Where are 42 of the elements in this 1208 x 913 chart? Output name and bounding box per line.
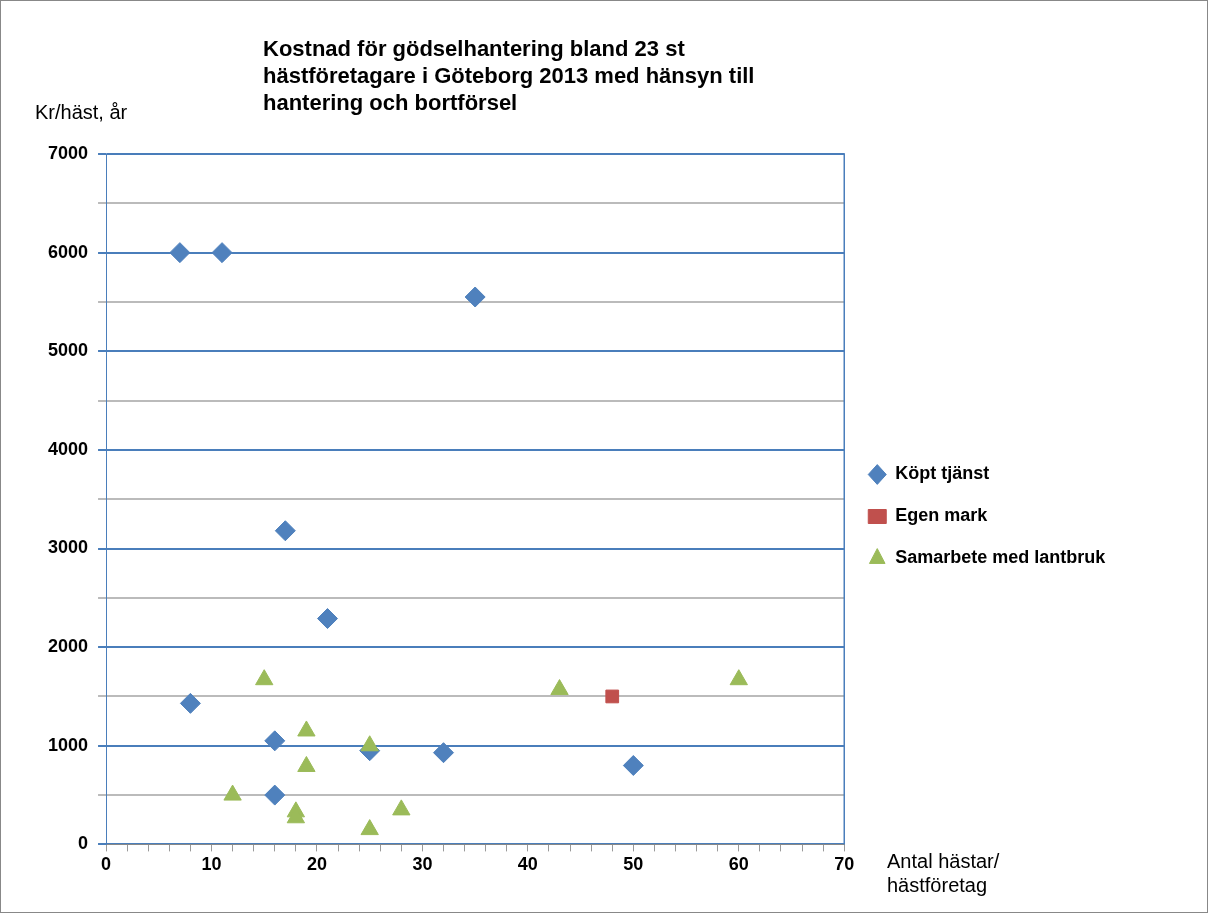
point: [622, 755, 644, 776]
point: [729, 669, 748, 686]
point: [317, 608, 339, 630]
y-tick-label: 0: [78, 833, 89, 854]
point: [211, 242, 233, 264]
point: [274, 520, 296, 542]
x-tick-label: 60: [728, 854, 749, 875]
point: [264, 730, 286, 752]
x-tick-label: 0: [101, 854, 112, 875]
point: [550, 679, 569, 696]
x-axis-title: Antal hästar/ hästföretag: [887, 849, 1001, 897]
x-tick-label: 10: [201, 854, 222, 875]
y-tick-label: 7000: [48, 142, 89, 163]
point: [605, 689, 620, 704]
x-tick-label: 30: [412, 854, 433, 875]
x-tick-label: 20: [306, 854, 327, 875]
point: [169, 242, 191, 264]
chart-title: Kostnad för gödselhantering bland 23 st hästföretagare i Göteborg 2013 med hänsyn till hantering och bortförsel: [263, 35, 756, 116]
y-axis-title: Kr/häst, år: [35, 101, 128, 124]
legend-label: Köpt tjänst: [895, 463, 990, 484]
point: [297, 755, 316, 772]
y-tick-label: 5000: [48, 340, 89, 361]
y-tick-label: 1000: [48, 734, 89, 755]
point: [297, 720, 316, 737]
x-tick-label: 70: [834, 854, 855, 875]
point: [360, 819, 379, 836]
legend-label: Egen mark: [895, 505, 989, 526]
point: [255, 669, 274, 686]
x-tick-label: 50: [623, 854, 644, 875]
point: [392, 799, 411, 816]
point: [360, 735, 379, 752]
legend-label: Samarbete med lantbruk: [895, 547, 1107, 568]
point: [223, 784, 242, 801]
point: [179, 692, 201, 714]
y-tick-label: 4000: [48, 438, 89, 459]
point: [264, 784, 286, 806]
x-tick-label: 40: [517, 854, 538, 875]
y-tick-label: 3000: [48, 537, 89, 558]
y-tick-label: 6000: [48, 241, 89, 262]
point: [433, 742, 455, 764]
y-tick-label: 2000: [48, 636, 89, 657]
point: [464, 286, 486, 308]
